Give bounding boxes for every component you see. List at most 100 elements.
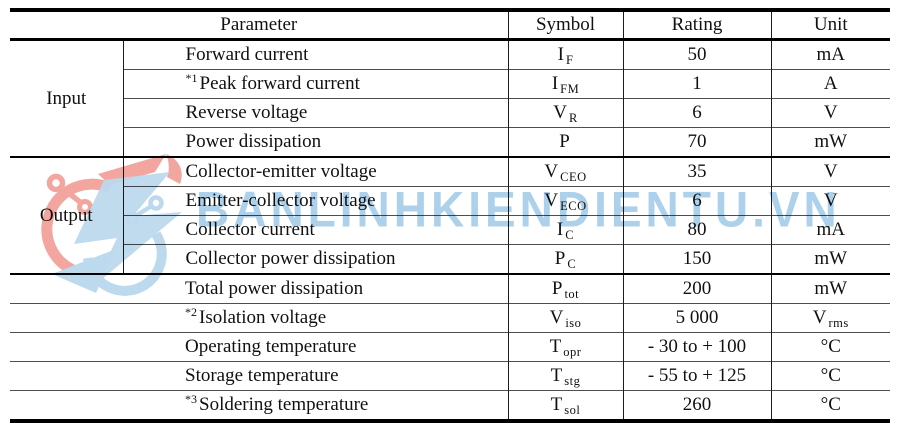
unit-base: V (823, 190, 838, 211)
table-row: Emitter-collector voltage V ECO 6 V (10, 186, 891, 216)
unit-cell: V (771, 186, 891, 216)
table-row: Power dissipation P 70 mW (10, 127, 891, 157)
unit-base: V (823, 102, 838, 123)
column-header-rating: Rating (623, 10, 772, 41)
symbol-base: V (553, 102, 567, 123)
param-label: Reverse voltage (185, 102, 308, 123)
param-label: Total power dissipation (185, 278, 364, 299)
symbol-base: I (556, 219, 564, 240)
symbol-base: T (550, 394, 563, 415)
param-label: Power dissipation (185, 131, 322, 152)
rating-cell: 50 (623, 39, 772, 70)
param-cell: Collector power dissipation (123, 244, 509, 274)
symbol-cell: V ECO (508, 186, 624, 216)
table-row: *1 Peak forward current I FM 1 A (10, 69, 891, 99)
unit-base: mW (814, 278, 848, 299)
symbol-base: T (549, 336, 562, 357)
symbol-subscript: FM (560, 82, 580, 96)
symbol-subscript: sol (564, 403, 581, 417)
symbol-subscript: opr (563, 345, 582, 359)
unit-cell: mW (771, 127, 891, 157)
unit-cell: A (771, 69, 891, 99)
param-cell: Reverse voltage (123, 98, 509, 128)
unit-base: °C (820, 365, 841, 386)
unit-cell: °C (771, 332, 891, 362)
param-cell: Storage temperature (10, 361, 509, 391)
param-cell: Power dissipation (123, 127, 509, 157)
symbol-base: P (554, 248, 566, 269)
symbol-subscript: ECO (560, 199, 587, 213)
symbol-base: T (550, 365, 563, 386)
symbol-base: P (551, 278, 563, 299)
group-cell-output: Output (10, 156, 124, 274)
param-cell: *1 Peak forward current (123, 69, 509, 99)
rating-cell: 80 (623, 215, 772, 245)
param-label: Forward current (185, 44, 309, 65)
param-label: Collector current (185, 219, 315, 240)
footnote-marker: *2 (185, 305, 197, 319)
param-label: Operating temperature (185, 336, 357, 357)
param-cell: Emitter-collector voltage (123, 186, 509, 216)
rating-cell: 5 000 (623, 303, 772, 333)
rating-cell: 260 (623, 390, 772, 421)
param-cell: Collector-emitter voltage (123, 156, 509, 187)
symbol-base: I (557, 44, 564, 65)
param-cell: Operating temperature (10, 332, 509, 362)
table-row: Output Collector-emitter voltage V CEO 35… (10, 156, 891, 274)
unit-base: °C (820, 394, 841, 415)
symbol-subscript: stg (564, 374, 581, 388)
symbol-subscript: F (565, 53, 574, 67)
param-label: Collector power dissipation (185, 248, 396, 269)
unit-base: A (823, 73, 838, 94)
header-row: Parameter Symbol Rating Unit (10, 10, 891, 41)
param-label: Isolation voltage (199, 307, 327, 328)
param-cell: *2 Isolation voltage (10, 303, 509, 333)
symbol-cell: I FM (508, 69, 624, 99)
symbol-subscript: iso (565, 316, 582, 330)
unit-cell: mA (771, 39, 891, 70)
ratings-table: Parameter Symbol Rating Unit Input Forwa… (10, 8, 891, 423)
rating-cell: 70 (623, 127, 772, 157)
unit-base: V (812, 307, 827, 328)
symbol-base: V (544, 190, 559, 211)
symbol-subscript: R (568, 111, 578, 125)
column-header-unit: Unit (771, 10, 891, 41)
param-label: Soldering temperature (199, 394, 369, 415)
rating-cell: 6 (623, 186, 772, 216)
symbol-base: V (549, 307, 564, 328)
param-label: Storage temperature (185, 365, 339, 386)
symbol-subscript: C (567, 257, 577, 271)
footnote-marker: *1 (185, 71, 198, 85)
unit-cell: mW (771, 273, 891, 304)
unit-cell: mW (771, 244, 891, 274)
column-header-symbol: Symbol (508, 10, 624, 41)
symbol-cell: P (508, 127, 624, 157)
unit-base: V (823, 161, 838, 182)
rating-cell: 35 (623, 156, 772, 187)
param-cell: *3 Soldering temperature (10, 390, 509, 421)
unit-cell: mA (771, 215, 891, 245)
param-label: Peak forward current (199, 73, 360, 94)
symbol-subscript: tot (564, 287, 580, 301)
rating-cell: 200 (623, 273, 772, 304)
rating-cell: 1 (623, 69, 772, 99)
symbol-base: I (551, 73, 559, 94)
unit-cell: °C (771, 390, 891, 421)
